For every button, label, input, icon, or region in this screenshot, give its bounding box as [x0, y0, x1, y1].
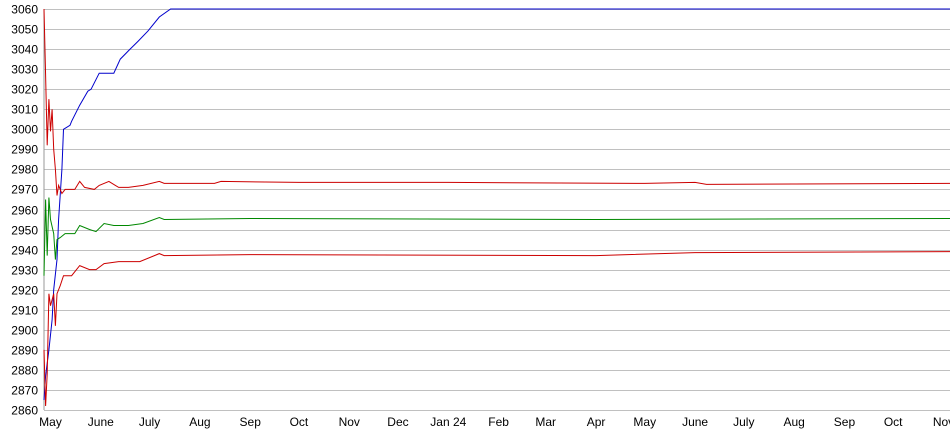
x-tick-label: Aug: [783, 415, 804, 429]
series-line-0: [43, 8, 950, 401]
y-tick-label: 2920: [11, 284, 38, 298]
x-tick-label: Mar: [535, 415, 556, 429]
series-line-2: [43, 197, 950, 276]
x-tick-label: Jan 24: [430, 415, 466, 429]
y-tick-label: 2890: [11, 344, 38, 358]
y-tick-label: 3030: [11, 63, 38, 77]
gridlines: [44, 9, 950, 411]
y-tick-label: 2900: [11, 324, 38, 338]
series-lines: [43, 8, 950, 407]
y-tick-label: 3050: [11, 23, 38, 37]
y-tick-label: 2990: [11, 143, 38, 157]
x-tick-label: Nov: [339, 415, 360, 429]
series-line-1: [43, 8, 950, 196]
y-tick-label: 2960: [11, 204, 38, 218]
y-tick-label: 2880: [11, 364, 38, 378]
x-tick-label: Oct: [884, 415, 903, 429]
y-tick-label: 2980: [11, 163, 38, 177]
x-tick-label: Oct: [290, 415, 309, 429]
y-tick-label: 2860: [11, 404, 38, 418]
x-axis-ticks: May June July Aug Sep Oct Nov Dec Jan 24 Feb Mar Ap…: [39, 415, 950, 429]
y-tick-label: 3060: [11, 3, 38, 17]
y-tick-label: 3000: [11, 123, 38, 137]
x-tick-label: Apr: [587, 415, 606, 429]
x-tick-label: July: [733, 415, 754, 429]
y-tick-label: 3020: [11, 83, 38, 97]
y-tick-label: 2970: [11, 183, 38, 197]
x-tick-label: Nov: [933, 415, 950, 429]
y-tick-label: 3040: [11, 43, 38, 57]
y-tick-label: 2940: [11, 244, 38, 258]
y-tick-label: 2870: [11, 384, 38, 398]
x-tick-label: Dec: [387, 415, 408, 429]
x-tick-label: Aug: [189, 415, 210, 429]
x-tick-label: Feb: [488, 415, 509, 429]
x-tick-label: Sep: [240, 415, 262, 429]
y-tick-label: 3010: [11, 103, 38, 117]
x-tick-label: May: [39, 415, 62, 429]
x-tick-label: Sep: [834, 415, 856, 429]
x-tick-label: May: [633, 415, 656, 429]
y-axis-ticks: 2860 2870 2880 2890 2900 2910 2920 2930 2940 2950…: [11, 3, 38, 418]
y-tick-label: 2950: [11, 224, 38, 238]
x-tick-label: June: [88, 415, 114, 429]
x-tick-label: July: [139, 415, 160, 429]
series-line-3: [43, 251, 950, 407]
y-tick-label: 2930: [11, 264, 38, 278]
y-tick-label: 2910: [11, 304, 38, 318]
x-tick-label: June: [682, 415, 708, 429]
